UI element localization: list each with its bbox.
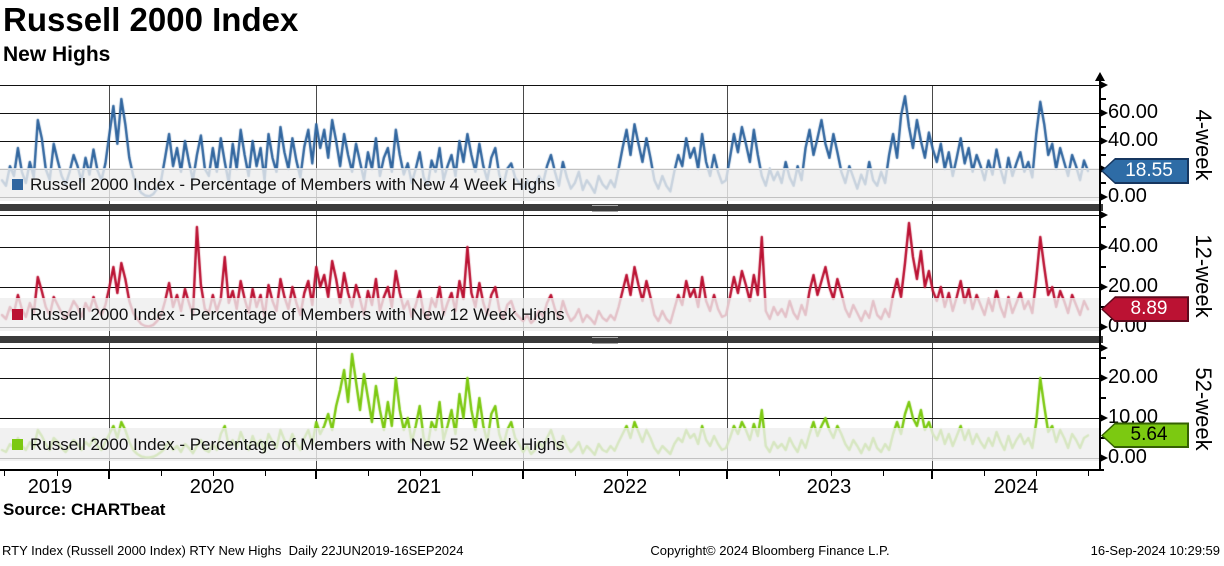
y-tick-label: 40.00	[1108, 235, 1159, 257]
axis-tick-arrow-icon	[1100, 454, 1108, 462]
axis-minor-tick	[1100, 182, 1106, 184]
x-minor-tick	[679, 471, 680, 476]
x-minor-tick	[368, 471, 369, 476]
x-minor-tick	[1036, 471, 1037, 476]
x-minor-tick	[213, 471, 214, 476]
footer-security-info: RTY Index (Russell 2000 Index) RTY New H…	[2, 543, 464, 558]
x-major-tick	[522, 471, 524, 479]
axis-tick-arrow-icon	[1100, 283, 1108, 291]
x-tick-label-2023: 2023	[806, 476, 852, 498]
gridline-horizontal	[0, 469, 1104, 471]
axis-tick-arrow-icon	[1100, 344, 1108, 352]
axis-tick-arrow-icon	[1100, 211, 1108, 219]
axis-tick-arrow-icon	[1100, 137, 1108, 145]
y-tick-label: 20.00	[1108, 366, 1159, 388]
x-tick-label-2024: 2024	[993, 476, 1039, 498]
x-minor-tick	[472, 471, 473, 476]
axis-minor-tick	[1100, 357, 1106, 359]
panel-separator-1	[0, 204, 1103, 211]
x-major-tick	[315, 471, 317, 479]
axis-minor-tick	[1100, 226, 1106, 228]
footer-timestamp: 16-Sep-2024 10:29:59	[1090, 543, 1220, 558]
x-major-tick	[726, 471, 728, 479]
legend-label-12-week: Russell 2000 Index - Percentage of Membe…	[30, 304, 565, 324]
panel-resize-handle-2[interactable]	[592, 337, 618, 344]
source-label: Source: CHARTbeat	[3, 500, 166, 519]
panel-axis-title-12-week: 12-week	[1191, 234, 1216, 318]
y-tick-label: 0.00	[1108, 446, 1147, 468]
panel-separator-2	[0, 336, 1103, 343]
axis-minor-tick	[1100, 126, 1106, 128]
legend-swatch-4-week-icon	[12, 179, 23, 190]
x-minor-tick	[575, 471, 576, 476]
x-minor-tick	[779, 471, 780, 476]
axis-minor-tick	[1100, 154, 1106, 156]
legend-swatch-52-week-icon	[12, 439, 23, 450]
axis-tick-arrow-icon	[1100, 109, 1108, 117]
axis-tick-arrow-icon	[1100, 414, 1108, 422]
axis-minor-tick	[1100, 98, 1106, 100]
x-major-tick	[931, 471, 933, 479]
last-value-badge-text: 18.55	[1103, 160, 1187, 183]
last-value-badge: 18.55	[1101, 158, 1189, 185]
axis-minor-tick	[1100, 397, 1106, 399]
axis-tick-arrow-icon	[1100, 193, 1108, 201]
panel-resize-handle-1[interactable]	[592, 205, 618, 212]
legend-4-week: Russell 2000 Index - Percentage of Membe…	[0, 168, 1100, 201]
footer-copyright: Copyright© 2024 Bloomberg Finance L.P.	[650, 543, 890, 558]
x-tick-label-2021: 2021	[396, 476, 442, 498]
x-minor-tick	[883, 471, 884, 476]
x-minor-tick	[1088, 471, 1089, 476]
y-tick-label: 0.00	[1108, 185, 1147, 207]
legend-label-52-week: Russell 2000 Index - Percentage of Membe…	[30, 434, 565, 454]
x-minor-tick	[984, 471, 985, 476]
axis-minor-tick	[1100, 266, 1106, 268]
x-minor-tick	[627, 471, 628, 476]
y-tick-label: 60.00	[1108, 101, 1159, 123]
axis-tick-arrow-icon	[1100, 243, 1108, 251]
axis-tick-arrow-icon	[1100, 81, 1108, 89]
axis-minor-tick	[1100, 306, 1106, 308]
y-tick-label: 40.00	[1108, 129, 1159, 151]
x-minor-tick	[4, 471, 5, 476]
x-major-tick	[108, 471, 110, 479]
legend-52-week: Russell 2000 Index - Percentage of Membe…	[0, 428, 1100, 461]
x-tick-label-2022: 2022	[602, 476, 648, 498]
x-minor-tick	[420, 471, 421, 476]
axis-up-arrow-icon	[1095, 72, 1105, 81]
axis-tick-arrow-icon	[1100, 374, 1108, 382]
last-value-badge: 8.89	[1101, 296, 1189, 323]
panel-axis-title-52-week: 52-week	[1191, 367, 1216, 451]
legend-swatch-12-week-icon	[12, 309, 23, 320]
x-minor-tick	[161, 471, 162, 476]
x-minor-tick	[831, 471, 832, 476]
y-axis-line	[1099, 80, 1101, 470]
legend-12-week: Russell 2000 Index - Percentage of Membe…	[0, 298, 1100, 331]
last-value-badge-text: 8.89	[1103, 298, 1187, 321]
x-minor-tick	[57, 471, 58, 476]
x-tick-label-2019: 2019	[27, 476, 73, 498]
series-canvas	[0, 0, 1104, 480]
axis-minor-tick	[1100, 437, 1106, 439]
panel-axis-title-4-week: 4-week	[1191, 109, 1216, 181]
last-value-badge: 5.64	[1101, 422, 1189, 449]
x-tick-label-2020: 2020	[189, 476, 235, 498]
y-tick-label: 20.00	[1108, 275, 1159, 297]
x-minor-tick	[265, 471, 266, 476]
last-value-badge-text: 5.64	[1103, 424, 1187, 447]
axis-tick-arrow-icon	[1100, 323, 1108, 331]
legend-label-4-week: Russell 2000 Index - Percentage of Membe…	[30, 174, 556, 194]
